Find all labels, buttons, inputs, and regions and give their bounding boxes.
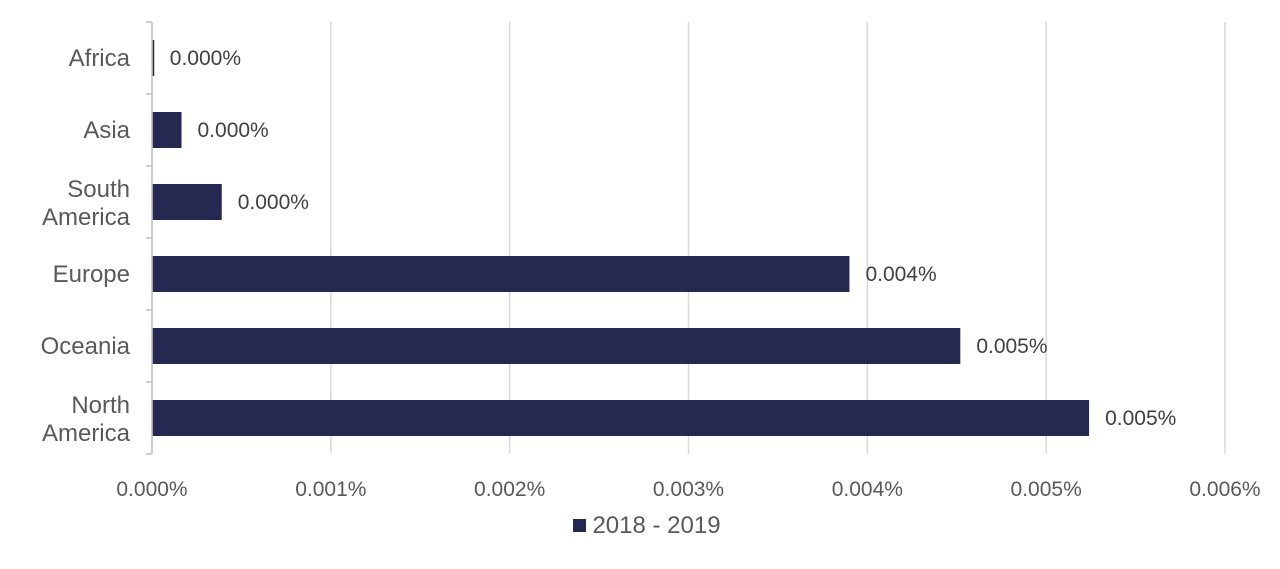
- data-label: 0.000%: [238, 191, 309, 214]
- bar: [152, 40, 155, 76]
- legend: 2018 - 2019: [0, 512, 1280, 540]
- x-tick-label: 0.005%: [1011, 478, 1082, 500]
- bar: [152, 328, 961, 364]
- bar-chart-plot: 0.000% 0.001% 0.002% 0.003% 0.004% 0.005% 0.00…: [41, 21, 1261, 500]
- category-label: North America: [42, 392, 131, 447]
- bar: [152, 256, 850, 292]
- data-label: 0.004%: [865, 263, 936, 286]
- bar: [152, 400, 1090, 436]
- x-tick-label: 0.001%: [295, 478, 366, 500]
- data-label: 0.005%: [1105, 407, 1176, 430]
- legend-swatch: [573, 519, 587, 532]
- x-tick-label: 0.004%: [832, 478, 903, 500]
- category-label: Europe: [53, 261, 130, 288]
- x-tick-label: 0.000%: [116, 478, 187, 500]
- category-label: Africa: [69, 45, 131, 72]
- category-label: Asia: [83, 117, 130, 144]
- category-label: South America: [42, 176, 131, 231]
- x-tick-label: 0.006%: [1189, 478, 1260, 500]
- bar: [152, 184, 222, 220]
- legend-label: 2018 - 2019: [592, 512, 721, 539]
- data-label: 0.005%: [976, 335, 1047, 358]
- bar: [152, 112, 182, 148]
- data-label: 0.000%: [198, 119, 269, 142]
- category-label: Oceania: [41, 333, 131, 360]
- data-label: 0.000%: [170, 47, 241, 70]
- x-tick-label: 0.003%: [653, 478, 724, 500]
- x-tick-label: 0.002%: [474, 478, 545, 500]
